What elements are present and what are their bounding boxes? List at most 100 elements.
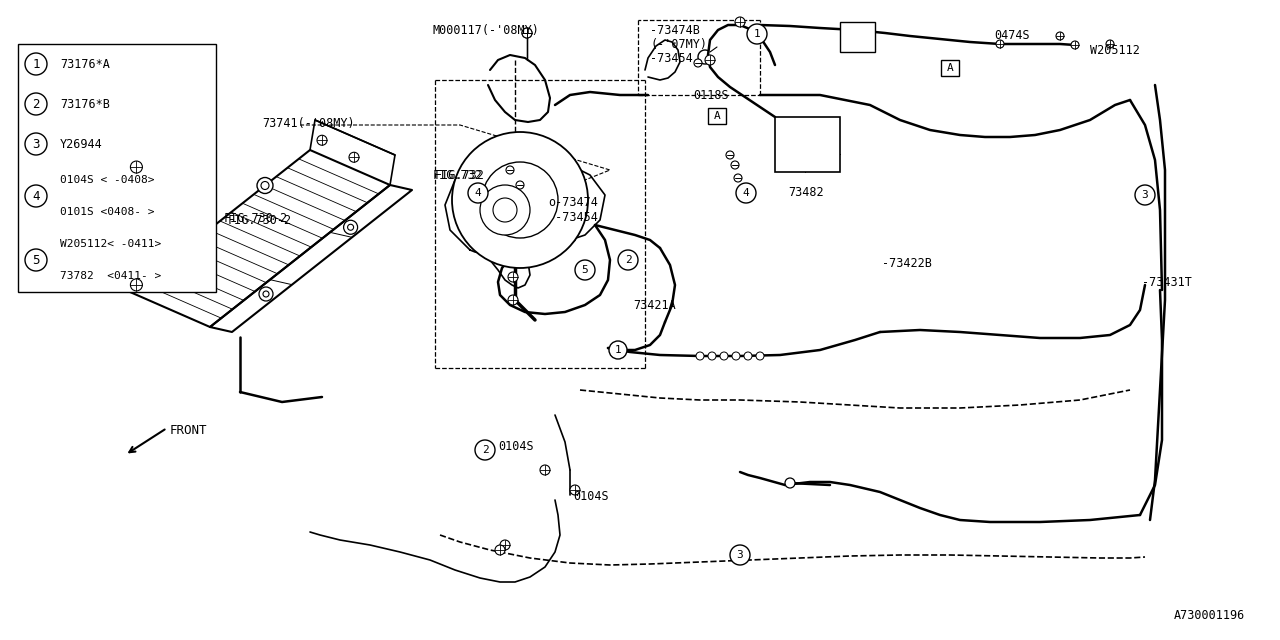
Circle shape: [516, 181, 524, 189]
Circle shape: [500, 540, 509, 550]
Text: Y26944: Y26944: [60, 138, 102, 150]
Circle shape: [259, 287, 273, 301]
Circle shape: [493, 198, 517, 222]
Text: FIG.732: FIG.732: [435, 168, 485, 182]
Text: 73741(-'08MY): 73741(-'08MY): [262, 116, 355, 129]
Text: A730001196: A730001196: [1174, 609, 1245, 622]
Text: 0101S <0408- >: 0101S <0408- >: [60, 207, 155, 217]
Circle shape: [131, 161, 142, 173]
Circle shape: [261, 182, 269, 189]
Text: 1: 1: [614, 345, 621, 355]
Circle shape: [618, 250, 637, 270]
Text: 73176*B: 73176*B: [60, 97, 110, 111]
Circle shape: [483, 162, 558, 238]
Circle shape: [1135, 185, 1155, 205]
Text: -73422B: -73422B: [882, 257, 932, 269]
Text: W205112< -0411>: W205112< -0411>: [60, 239, 161, 249]
Text: 73782  <0411- >: 73782 <0411- >: [60, 271, 161, 281]
Circle shape: [343, 220, 357, 234]
Circle shape: [748, 24, 767, 44]
Circle shape: [26, 249, 47, 271]
Text: 0104S < -0408>: 0104S < -0408>: [60, 175, 155, 185]
Text: FIG.732: FIG.732: [433, 168, 483, 182]
Circle shape: [733, 174, 742, 182]
Circle shape: [495, 545, 506, 555]
Text: 3: 3: [32, 138, 40, 150]
Circle shape: [348, 224, 353, 230]
Text: 73421A: 73421A: [634, 298, 676, 312]
Text: 2: 2: [32, 97, 40, 111]
Circle shape: [570, 485, 580, 495]
Circle shape: [736, 183, 756, 203]
Circle shape: [744, 352, 753, 360]
Circle shape: [785, 478, 795, 488]
Circle shape: [694, 59, 701, 67]
Circle shape: [468, 183, 488, 203]
Text: 1: 1: [754, 29, 760, 39]
Circle shape: [1106, 40, 1114, 48]
Text: 0104S: 0104S: [573, 490, 608, 504]
Circle shape: [131, 279, 142, 291]
Circle shape: [317, 135, 326, 145]
Bar: [774, 117, 840, 172]
Circle shape: [1056, 32, 1064, 40]
Text: M000117(-'08MY): M000117(-'08MY): [433, 24, 539, 36]
Text: W205112: W205112: [1091, 44, 1140, 56]
Text: A: A: [947, 63, 954, 73]
Text: 3: 3: [1142, 190, 1148, 200]
Text: 5: 5: [581, 265, 589, 275]
Text: 73482: 73482: [788, 186, 823, 198]
Circle shape: [996, 40, 1004, 48]
Text: 2: 2: [481, 445, 489, 455]
Text: FIG.730-2: FIG.730-2: [224, 211, 288, 225]
Circle shape: [732, 352, 740, 360]
Circle shape: [349, 152, 358, 163]
Circle shape: [26, 53, 47, 75]
Circle shape: [26, 133, 47, 155]
Circle shape: [257, 177, 273, 193]
Text: 2: 2: [625, 255, 631, 265]
Text: 0118S: 0118S: [692, 88, 728, 102]
Text: -73454: -73454: [548, 211, 598, 223]
Circle shape: [26, 93, 47, 115]
Text: FRONT: FRONT: [170, 424, 207, 436]
Circle shape: [611, 342, 626, 358]
Text: FIG.730-2: FIG.730-2: [228, 214, 292, 227]
Text: 4: 4: [742, 188, 749, 198]
Text: o-73474: o-73474: [548, 195, 598, 209]
Circle shape: [731, 161, 739, 169]
Circle shape: [522, 28, 532, 38]
Text: 73176*A: 73176*A: [60, 58, 110, 70]
Text: -73431T: -73431T: [1142, 275, 1192, 289]
Circle shape: [726, 151, 733, 159]
Circle shape: [708, 352, 716, 360]
Circle shape: [730, 545, 750, 565]
Text: -73474B: -73474B: [650, 24, 700, 36]
Circle shape: [452, 132, 588, 268]
Text: 5: 5: [32, 253, 40, 266]
Text: 4: 4: [475, 188, 481, 198]
Circle shape: [1071, 41, 1079, 49]
Text: 0474S: 0474S: [995, 29, 1029, 42]
Text: 3: 3: [736, 550, 744, 560]
Text: (-'07MY): (-'07MY): [650, 38, 707, 51]
Text: 1: 1: [32, 58, 40, 70]
Circle shape: [506, 166, 515, 174]
Circle shape: [575, 260, 595, 280]
Circle shape: [508, 295, 518, 305]
Bar: [18, 44, 216, 292]
Circle shape: [609, 341, 627, 359]
Circle shape: [26, 185, 47, 207]
Circle shape: [475, 440, 495, 460]
Text: A: A: [714, 111, 721, 121]
Circle shape: [522, 28, 532, 38]
Circle shape: [735, 17, 745, 27]
Circle shape: [540, 465, 550, 475]
Circle shape: [262, 291, 269, 297]
Bar: [840, 22, 876, 52]
Circle shape: [480, 185, 530, 235]
Text: 4: 4: [32, 189, 40, 202]
Circle shape: [705, 55, 716, 65]
Circle shape: [756, 352, 764, 360]
Bar: [941, 60, 959, 76]
